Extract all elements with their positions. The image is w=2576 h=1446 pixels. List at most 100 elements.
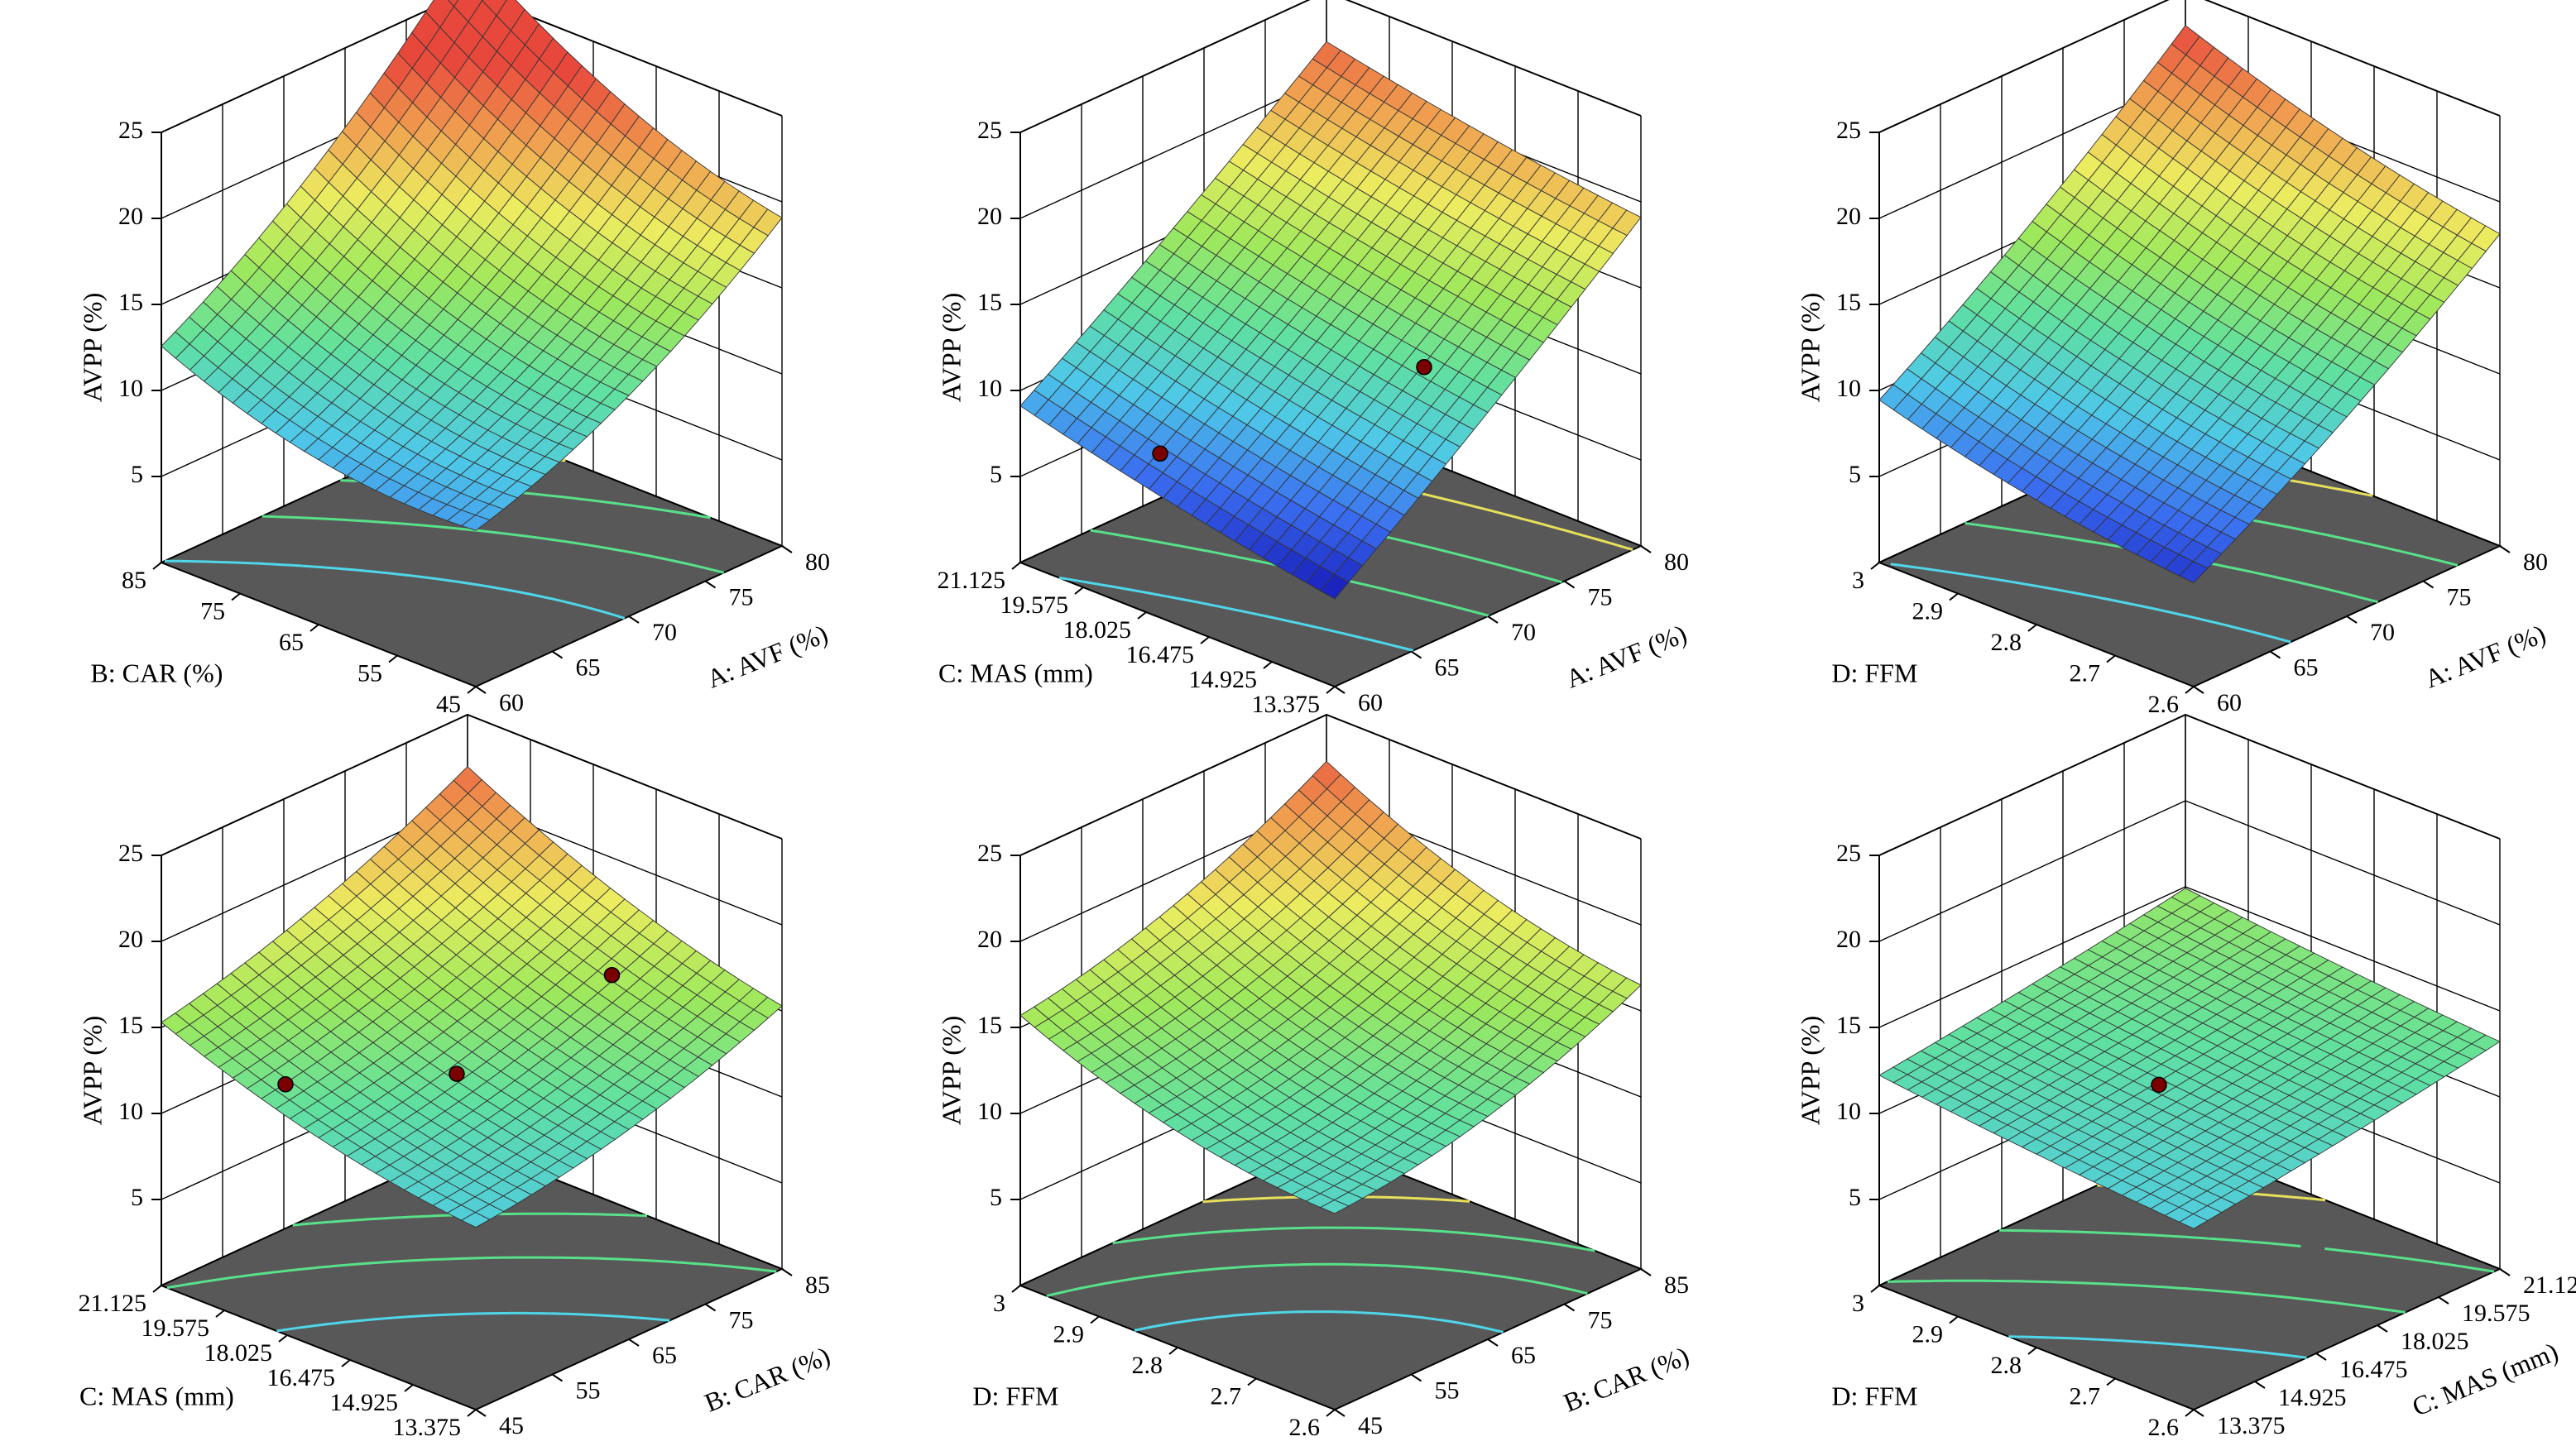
- contour-line-1: [164, 559, 626, 620]
- z-tick-label: 15: [118, 1012, 143, 1039]
- x-tick: [2438, 1296, 2449, 1305]
- x-tick-label: 19.575: [2462, 1300, 2530, 1327]
- y-tick-label: 21.125: [938, 567, 1006, 594]
- floor-contours: [166, 1175, 777, 1333]
- y-tick-label: 18.025: [1063, 616, 1132, 644]
- y-tick: [152, 1285, 162, 1293]
- x-tick-label: 65: [1435, 654, 1460, 681]
- wall-gridline: [161, 0, 783, 133]
- x-tick-label: 85: [805, 1271, 830, 1299]
- y-axis-label: B: CAR (%): [90, 658, 223, 687]
- design-point-1: [2151, 1076, 2167, 1094]
- z-tick-label: 5: [990, 1184, 1002, 1211]
- design-point-1: [1416, 359, 1432, 376]
- design-point-3: [277, 1076, 294, 1093]
- z-tick-label: 10: [118, 1098, 143, 1125]
- y-tick-label: 3: [1852, 1290, 1864, 1317]
- z-tick-label: 20: [977, 203, 1002, 230]
- x-tick: [1487, 1338, 1499, 1347]
- response-surface: [1019, 41, 1642, 600]
- x-tick-label: 45: [1358, 1412, 1383, 1439]
- x-tick: [2499, 1268, 2511, 1276]
- x-tick-label: 70: [1511, 619, 1536, 646]
- x-tick: [2254, 1381, 2266, 1389]
- y-tick: [2027, 624, 2037, 632]
- x-tick: [2193, 1409, 2204, 1417]
- z-tick-label: 20: [1836, 926, 1861, 953]
- x-tick-label: 60: [499, 689, 524, 716]
- y-tick-label: 14.925: [330, 1389, 399, 1416]
- surface-patch: [2178, 1213, 2209, 1229]
- contour-line-2: [166, 1256, 777, 1290]
- y-tick: [1011, 562, 1021, 570]
- y-tick: [1326, 686, 1336, 694]
- y-tick-label: 2.9: [1053, 1320, 1085, 1348]
- x-tick: [628, 615, 640, 624]
- x-tick: [1640, 545, 1652, 553]
- y-tick-label: 16.475: [1126, 641, 1195, 668]
- contour-line-2: [261, 515, 725, 574]
- y-axis-label: D: FFM: [1831, 1381, 1917, 1410]
- y-tick-label: 2.7: [2070, 659, 2101, 687]
- y-tick: [341, 1359, 351, 1367]
- x-tick: [1640, 1268, 1652, 1276]
- x-tick-label: 80: [805, 548, 830, 576]
- x-tick: [2499, 545, 2511, 553]
- y-tick: [1090, 1315, 1100, 1324]
- y-tick: [467, 1409, 477, 1417]
- contour-line-2: [1887, 1279, 2406, 1314]
- y-tick: [1949, 1315, 1959, 1324]
- x-tick: [2269, 650, 2281, 659]
- y-tick: [404, 1384, 414, 1392]
- y-tick-label: 19.575: [142, 1314, 210, 1342]
- response-surface: [1019, 760, 1642, 1214]
- response-surface: [1878, 888, 2501, 1229]
- x-tick-label: 75: [729, 583, 754, 610]
- contour-line-3: [1999, 1228, 2495, 1273]
- response-surface: [1878, 25, 2501, 583]
- surface-patch: [460, 515, 491, 531]
- wall-gridline: [1019, 0, 1642, 133]
- y-tick: [2027, 1347, 2037, 1355]
- y-tick: [231, 592, 241, 601]
- y-tick: [152, 562, 162, 570]
- y-axis-label: D: FFM: [972, 1381, 1058, 1410]
- z-axis-label: AVPP (%): [77, 1016, 107, 1125]
- design-point-1: [603, 966, 621, 984]
- y-tick: [1074, 587, 1084, 595]
- x-tick: [475, 1409, 487, 1417]
- y-tick-label: 19.575: [1000, 591, 1069, 619]
- contour-line-2: [1046, 1262, 1588, 1298]
- x-tick: [781, 1268, 793, 1276]
- z-tick-label: 25: [977, 117, 1002, 144]
- wall-gridline: [1878, 0, 2501, 133]
- x-tick: [781, 545, 793, 553]
- z-tick-label: 15: [1836, 1012, 1861, 1039]
- z-axis-label: AVPP (%): [1795, 1016, 1825, 1125]
- z-tick-label: 15: [118, 289, 143, 316]
- x-axis-label: B: CAR (%): [1559, 1340, 1693, 1417]
- y-tick-label: 2.9: [1912, 1320, 1944, 1348]
- z-tick-label: 5: [131, 461, 143, 488]
- z-tick-label: 10: [977, 375, 1002, 402]
- y-tick: [2185, 686, 2195, 694]
- z-tick-label: 5: [1849, 461, 1861, 488]
- x-tick-label: 75: [1588, 583, 1613, 610]
- x-tick: [2377, 1324, 2388, 1333]
- x-tick-label: 14.925: [2278, 1384, 2347, 1411]
- z-axis-label: AVPP (%): [936, 293, 966, 402]
- y-tick-label: 2.6: [2148, 1414, 2180, 1441]
- contour-line-3: [1112, 1226, 1595, 1252]
- z-tick-label: 20: [977, 926, 1002, 953]
- y-tick: [1326, 1409, 1336, 1417]
- z-tick-label: 25: [1836, 840, 1861, 867]
- surface-patch: [460, 1212, 491, 1228]
- x-tick: [2346, 615, 2358, 624]
- x-tick-label: 18.025: [2401, 1328, 2469, 1355]
- z-tick-label: 15: [977, 1012, 1002, 1039]
- y-tick: [1870, 562, 1880, 570]
- y-tick: [1168, 1347, 1178, 1355]
- y-tick: [1870, 1285, 1880, 1293]
- x-tick-label: 70: [652, 619, 677, 646]
